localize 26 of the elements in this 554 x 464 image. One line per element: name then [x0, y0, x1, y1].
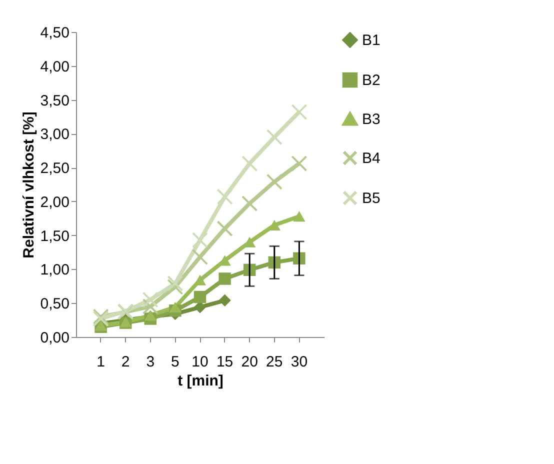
x-tick-label: 15 [216, 354, 234, 370]
y-tick-label: 4,00 [40, 58, 70, 76]
legend-label: B2 [362, 72, 380, 89]
x-tick-label: 1 [96, 354, 105, 370]
legend-label: B5 [362, 190, 380, 207]
x-tick-label: 3 [146, 354, 155, 370]
x-tick-label: 20 [241, 354, 258, 370]
x-tick-label: 30 [290, 354, 308, 370]
y-tick-label: 2,00 [40, 194, 70, 211]
legend-label: B1 [362, 32, 380, 49]
x-tick-label: 25 [266, 354, 283, 370]
y-tick-label: 2,50 [40, 160, 70, 178]
y-tick-label: 3,50 [40, 92, 70, 110]
y-tick-label: 3,00 [40, 126, 70, 144]
x-tick-label: 2 [121, 354, 130, 370]
y-tick-label: 1,50 [40, 228, 70, 245]
legend-label: B3 [362, 111, 380, 128]
y-tick-label: 0,00 [40, 330, 70, 346]
y-tick-label: 4,50 [40, 24, 70, 42]
legend-label: B4 [362, 150, 380, 167]
x-tick-label: 10 [192, 354, 208, 370]
y-axis-title: Relativní vlhkost [%] [20, 112, 38, 258]
y-tick-label: 1,00 [40, 262, 70, 279]
x-tick-label: 5 [171, 354, 180, 370]
x-axis-title: t [min] [178, 372, 224, 390]
y-tick-label: 0,50 [40, 296, 70, 313]
